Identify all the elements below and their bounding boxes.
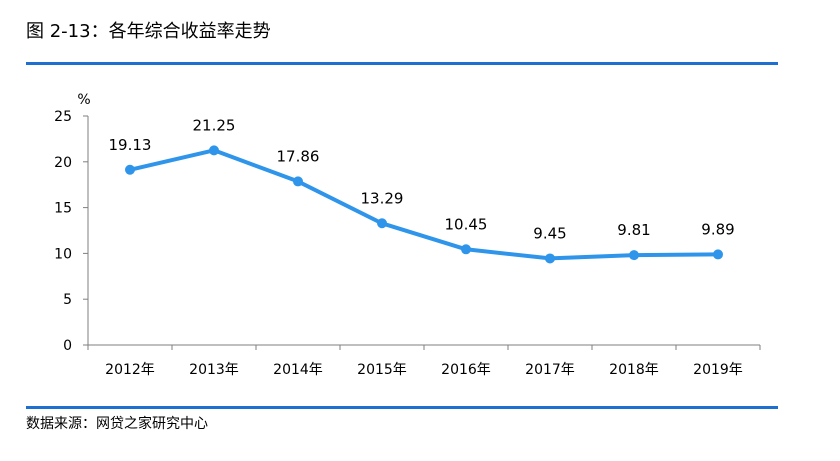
data-label: 9.89 (701, 220, 734, 238)
data-label: 10.45 (445, 215, 488, 233)
data-label: 17.86 (277, 147, 320, 165)
x-tick-label: 2013年 (189, 362, 239, 378)
series-line (128, 148, 720, 261)
data-point (713, 249, 723, 260)
data-label: 19.13 (109, 136, 152, 154)
page-title: 图 2-13：各年综合收益率走势 (26, 21, 271, 42)
y-tick-label: 0 (63, 338, 72, 354)
x-tick-label: 2017年 (525, 362, 575, 378)
data-label: 21.25 (193, 116, 236, 134)
data-label: 9.81 (617, 221, 650, 239)
data-point (125, 164, 135, 175)
data-point (545, 253, 555, 264)
series-layer: 19.13 21.25 17.86 13.29 10.45 9.45 9.81 9.89 (109, 116, 735, 264)
data-label: 13.29 (361, 189, 404, 207)
data-point (377, 218, 387, 229)
footer-divider (26, 406, 778, 409)
title-divider (26, 62, 778, 65)
x-tick-label: 2019年 (693, 362, 743, 378)
source-note: 数据来源：网贷之家研究中心 (26, 416, 208, 432)
y-tick-label: 15 (54, 201, 72, 217)
y-tick-label: 10 (54, 246, 72, 262)
data-point (461, 244, 471, 255)
x-tick-label: 2018年 (609, 362, 659, 378)
y-tick-label: 20 (54, 155, 72, 171)
x-axis-ticks: 2012年 2013年 2014年 2015年 2016年 2017年 2018年 2019年 (87, 345, 761, 378)
x-tick-label: 2016年 (441, 362, 491, 378)
y-axis-ticks: 0 5 10 15 20 25 (54, 109, 88, 354)
data-point (629, 250, 639, 261)
data-label: 9.45 (533, 224, 566, 242)
x-tick-label: 2014年 (273, 362, 323, 378)
data-point (293, 176, 303, 187)
x-tick-label: 2012年 (105, 362, 155, 378)
y-tick-label: 5 (63, 292, 72, 308)
y-tick-label: 25 (54, 109, 72, 125)
x-tick-label: 2015年 (357, 362, 407, 378)
data-point (209, 145, 219, 156)
chart-axes (87, 116, 760, 346)
y-axis-unit-label: % (77, 92, 90, 108)
